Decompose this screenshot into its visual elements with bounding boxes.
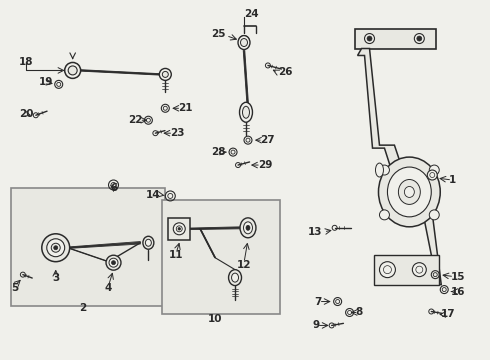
Ellipse shape [51,243,60,252]
Text: 6: 6 [110,183,117,193]
Circle shape [365,33,374,44]
Ellipse shape [65,62,81,78]
Ellipse shape [388,167,431,217]
Ellipse shape [146,239,151,246]
Bar [11,188,165,306]
Text: 22: 22 [128,115,143,125]
Text: 26: 26 [278,67,293,77]
Text: 29: 29 [258,160,272,170]
Text: 11: 11 [169,250,184,260]
Ellipse shape [178,228,180,230]
Ellipse shape [244,222,252,234]
Text: 13: 13 [308,227,323,237]
Circle shape [415,33,424,44]
Ellipse shape [162,71,168,77]
Text: 16: 16 [451,287,466,297]
Circle shape [427,170,437,180]
Ellipse shape [238,36,250,50]
Ellipse shape [54,246,58,250]
Bar [168,218,190,240]
Text: 21: 21 [178,103,193,113]
Text: 4: 4 [105,283,112,293]
Text: 8: 8 [356,307,363,318]
Ellipse shape [404,186,415,197]
Ellipse shape [109,258,118,267]
Circle shape [379,165,390,175]
Ellipse shape [241,39,247,46]
Circle shape [429,165,439,175]
Circle shape [417,36,422,41]
Text: 19: 19 [39,77,53,87]
Ellipse shape [378,157,440,227]
Ellipse shape [228,270,242,285]
Text: 2: 2 [79,302,86,312]
Text: 5: 5 [11,283,19,293]
Text: 3: 3 [52,273,59,283]
Ellipse shape [112,261,116,265]
Ellipse shape [173,223,185,235]
Text: 20: 20 [19,109,33,119]
Ellipse shape [240,102,252,122]
Circle shape [379,210,390,220]
Ellipse shape [68,66,77,75]
Text: 18: 18 [19,58,33,67]
Ellipse shape [232,273,239,282]
Ellipse shape [246,225,250,230]
Ellipse shape [243,106,249,118]
Ellipse shape [159,68,171,80]
Text: 24: 24 [244,9,259,19]
Ellipse shape [240,218,256,238]
Ellipse shape [398,180,420,204]
Text: 27: 27 [260,135,274,145]
Text: 12: 12 [237,260,251,270]
Ellipse shape [106,255,121,270]
Text: 9: 9 [313,320,319,330]
Bar [374,255,439,285]
Bar [355,28,436,49]
Text: 14: 14 [146,190,160,200]
Polygon shape [358,49,441,285]
Circle shape [413,263,426,276]
Ellipse shape [47,239,65,257]
Ellipse shape [143,236,154,249]
Text: 28: 28 [212,147,226,157]
Circle shape [429,210,439,220]
Text: 25: 25 [212,28,226,39]
Text: 23: 23 [171,128,185,138]
Text: 1: 1 [449,175,457,185]
Text: 15: 15 [451,272,466,282]
Ellipse shape [375,163,384,177]
Circle shape [379,262,395,278]
Ellipse shape [42,234,70,262]
Text: 17: 17 [441,310,456,319]
Text: 7: 7 [314,297,322,306]
Text: 10: 10 [208,314,222,324]
Bar [162,200,280,315]
Ellipse shape [176,226,182,232]
Circle shape [367,36,372,41]
